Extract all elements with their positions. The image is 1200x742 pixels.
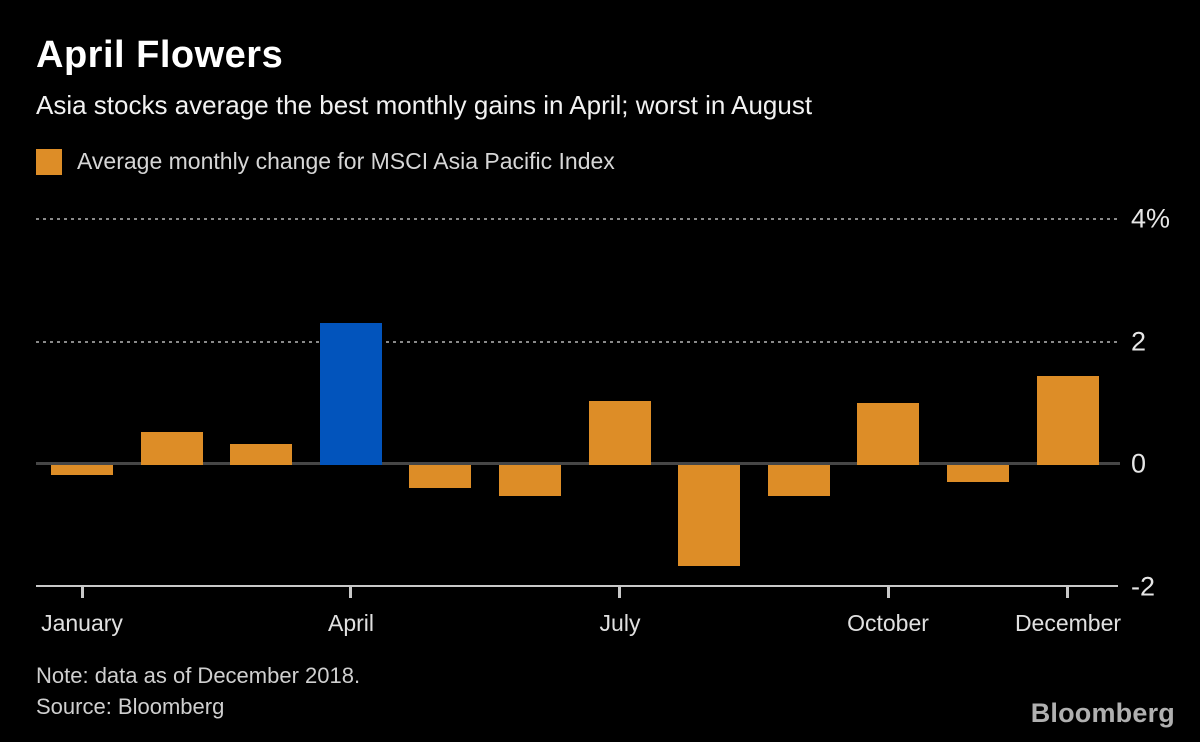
chart-subtitle: Asia stocks average the best monthly gai… <box>36 90 813 120</box>
bar-march <box>230 444 292 465</box>
bar-may <box>409 465 471 488</box>
bar-september <box>768 465 830 496</box>
source-line: Source: Bloomberg <box>36 694 225 719</box>
legend-label: Average monthly change for MSCI Asia Pac… <box>77 148 615 174</box>
x-axis-label-january: January <box>41 610 123 636</box>
y-axis-label-0: 0 <box>1131 448 1147 479</box>
legend: Average monthly change for MSCI Asia Pac… <box>36 148 615 175</box>
chart-title: April Flowers <box>36 34 284 76</box>
bar-october <box>857 403 919 465</box>
bar-april <box>320 323 382 465</box>
y-axis-label-2: 2 <box>1131 326 1147 357</box>
bar-december <box>1037 376 1099 465</box>
x-tick-january <box>81 585 84 598</box>
bloomberg-logo: Bloomberg <box>1030 698 1175 728</box>
y-axis-label--2: -2 <box>1131 571 1156 602</box>
bar-january <box>51 465 113 475</box>
x-axis-label-december: December <box>1014 610 1122 636</box>
x-tick-july <box>618 585 621 598</box>
note-line: Note: data as of December 2018. <box>36 663 361 688</box>
bar-july <box>589 401 651 465</box>
bar-february <box>141 432 203 465</box>
gridline-4 <box>36 218 1118 220</box>
y-axis-label-4: 4% <box>1131 203 1171 234</box>
footer-note: Note: data as of December 2018. Source: … <box>36 660 360 722</box>
bar-june <box>499 465 561 496</box>
bar-august <box>678 465 740 566</box>
x-tick-december <box>1066 585 1069 598</box>
zero-line <box>36 462 1120 465</box>
x-axis-label-october: October <box>847 610 929 636</box>
x-axis-label-july: July <box>599 610 641 636</box>
x-tick-april <box>349 585 352 598</box>
x-axis-line <box>36 585 1118 587</box>
legend-swatch-icon <box>36 148 62 175</box>
x-axis-label-april: April <box>327 610 375 636</box>
x-tick-october <box>887 585 890 598</box>
bar-november <box>947 465 1009 482</box>
gridline-2 <box>36 341 1118 343</box>
